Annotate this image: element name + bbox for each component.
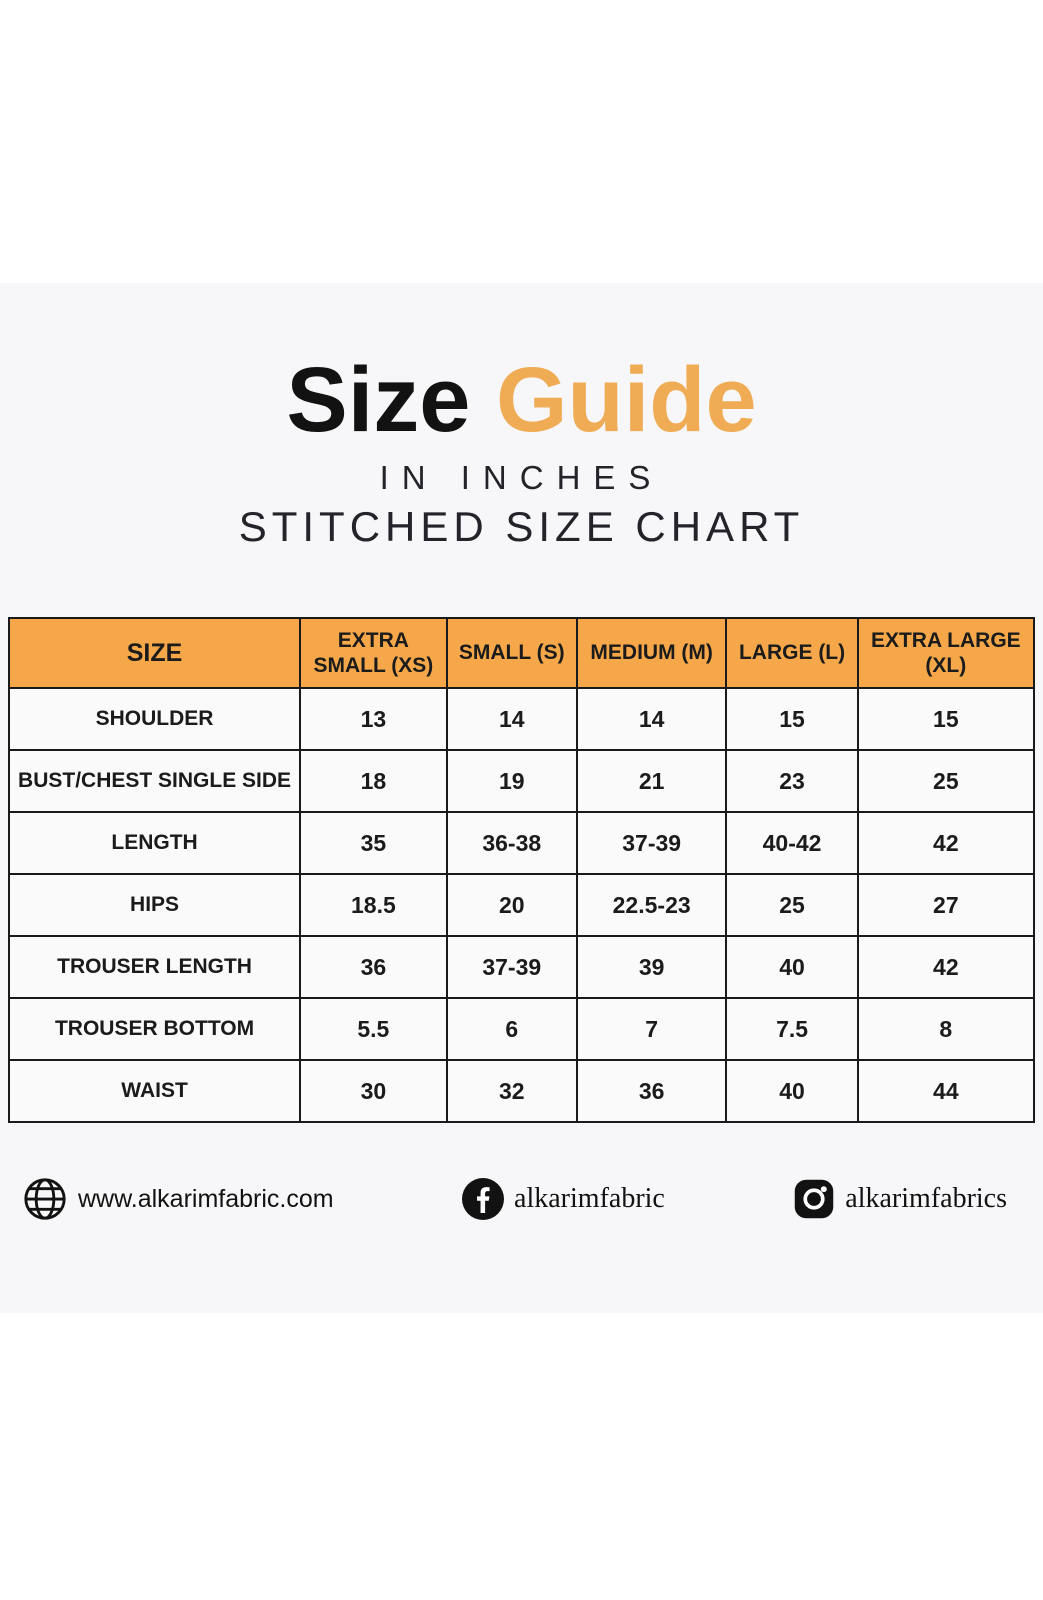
title-block: Size Guide IN INCHES STITCHED SIZE CHART <box>0 352 1043 551</box>
cell-bust-s: 19 <box>445 749 578 813</box>
cell-trouser-bottom-s: 6 <box>445 997 578 1061</box>
cell-trouser-bottom-m: 7 <box>575 997 728 1061</box>
cell-hips-xs: 18.5 <box>299 873 448 937</box>
cell-waist-m: 36 <box>575 1059 728 1123</box>
cell-shoulder-l: 15 <box>725 687 859 751</box>
table-row-waist: WAIST 30 32 36 40 44 <box>7 1059 1036 1123</box>
cell-hips-s: 20 <box>445 873 578 937</box>
column-header-xs: EXTRA SMALL (XS) <box>299 617 448 689</box>
cell-bust-xs: 18 <box>299 749 448 813</box>
instagram-contact: alkarimfabrics <box>793 1178 1007 1220</box>
website-url: www.alkarimfabric.com <box>78 1184 334 1213</box>
cell-hips-l: 25 <box>725 873 859 937</box>
cell-trouser-length-m: 39 <box>575 935 728 999</box>
cell-hips-m: 22.5-23 <box>575 873 728 937</box>
cell-bust-m: 21 <box>575 749 728 813</box>
cell-bust-l: 23 <box>725 749 859 813</box>
column-header-m: MEDIUM (M) <box>575 617 728 689</box>
title-word-size: Size <box>286 349 471 451</box>
cell-waist-s: 32 <box>445 1059 578 1123</box>
cell-trouser-length-l: 40 <box>725 935 859 999</box>
table-row-shoulder: SHOULDER 13 14 14 15 15 <box>7 687 1036 751</box>
cell-length-xl: 42 <box>856 811 1036 875</box>
footer-contacts: www.alkarimfabric.com alkarimfabric alka… <box>22 1176 1007 1222</box>
row-label: TROUSER BOTTOM <box>7 997 302 1061</box>
table-row-hips: HIPS 18.5 20 22.5-23 25 27 <box>7 873 1036 937</box>
website-contact: www.alkarimfabric.com <box>22 1176 334 1222</box>
cell-hips-xl: 27 <box>856 873 1036 937</box>
cell-shoulder-s: 14 <box>445 687 578 751</box>
instagram-handle: alkarimfabrics <box>845 1183 1007 1214</box>
size-chart-table: SIZE EXTRA SMALL (XS) SMALL (S) MEDIUM (… <box>7 617 1036 1123</box>
subtitle-chart-type: STITCHED SIZE CHART <box>238 502 805 550</box>
facebook-contact: alkarimfabric <box>462 1178 665 1220</box>
cell-length-xs: 35 <box>299 811 448 875</box>
subtitle-units: IN INCHES <box>379 458 664 496</box>
cell-shoulder-xs: 13 <box>299 687 448 751</box>
cell-waist-xl: 44 <box>856 1059 1036 1123</box>
cell-bust-xl: 25 <box>856 749 1036 813</box>
cell-trouser-length-xl: 42 <box>856 935 1036 999</box>
cell-shoulder-xl: 15 <box>856 687 1036 751</box>
cell-trouser-length-xs: 36 <box>299 935 448 999</box>
instagram-icon <box>795 1179 834 1219</box>
table-row-length: LENGTH 35 36-38 37-39 40-42 42 <box>7 811 1036 875</box>
row-label: HIPS <box>7 873 302 937</box>
cell-length-m: 37-39 <box>575 811 728 875</box>
cell-shoulder-m: 14 <box>575 687 728 751</box>
column-header-size: SIZE <box>7 617 302 689</box>
facebook-handle: alkarimfabric <box>514 1183 665 1214</box>
globe-icon <box>24 1178 66 1220</box>
column-header-s: SMALL (S) <box>445 617 578 689</box>
cell-length-s: 36-38 <box>445 811 578 875</box>
row-label: SHOULDER <box>7 687 302 751</box>
column-header-l: LARGE (L) <box>725 617 859 689</box>
page-title: Size Guide <box>0 352 1043 449</box>
cell-length-l: 40-42 <box>725 811 859 875</box>
row-label: BUST/CHEST SINGLE SIDE <box>7 749 302 813</box>
cell-trouser-bottom-l: 7.5 <box>725 997 859 1061</box>
cell-trouser-length-s: 37-39 <box>445 935 578 999</box>
cell-waist-xs: 30 <box>299 1059 448 1123</box>
row-label: WAIST <box>7 1059 302 1123</box>
cell-trouser-bottom-xs: 5.5 <box>299 997 448 1061</box>
table-row-trouser-bottom: TROUSER BOTTOM 5.5 6 7 7.5 8 <box>7 997 1036 1061</box>
cell-trouser-bottom-xl: 8 <box>856 997 1036 1061</box>
title-word-guide: Guide <box>495 349 757 451</box>
facebook-icon <box>462 1178 505 1220</box>
row-label: TROUSER LENGTH <box>7 935 302 999</box>
row-label: LENGTH <box>7 811 302 875</box>
table-row-bust: BUST/CHEST SINGLE SIDE 18 19 21 23 25 <box>7 749 1036 813</box>
cell-waist-l: 40 <box>725 1059 859 1123</box>
column-header-xl: EXTRA LARGE (XL) <box>856 617 1036 689</box>
header-row: SIZE EXTRA SMALL (XS) SMALL (S) MEDIUM (… <box>7 617 1036 689</box>
table-row-trouser-length: TROUSER LENGTH 36 37-39 39 40 42 <box>7 935 1036 999</box>
